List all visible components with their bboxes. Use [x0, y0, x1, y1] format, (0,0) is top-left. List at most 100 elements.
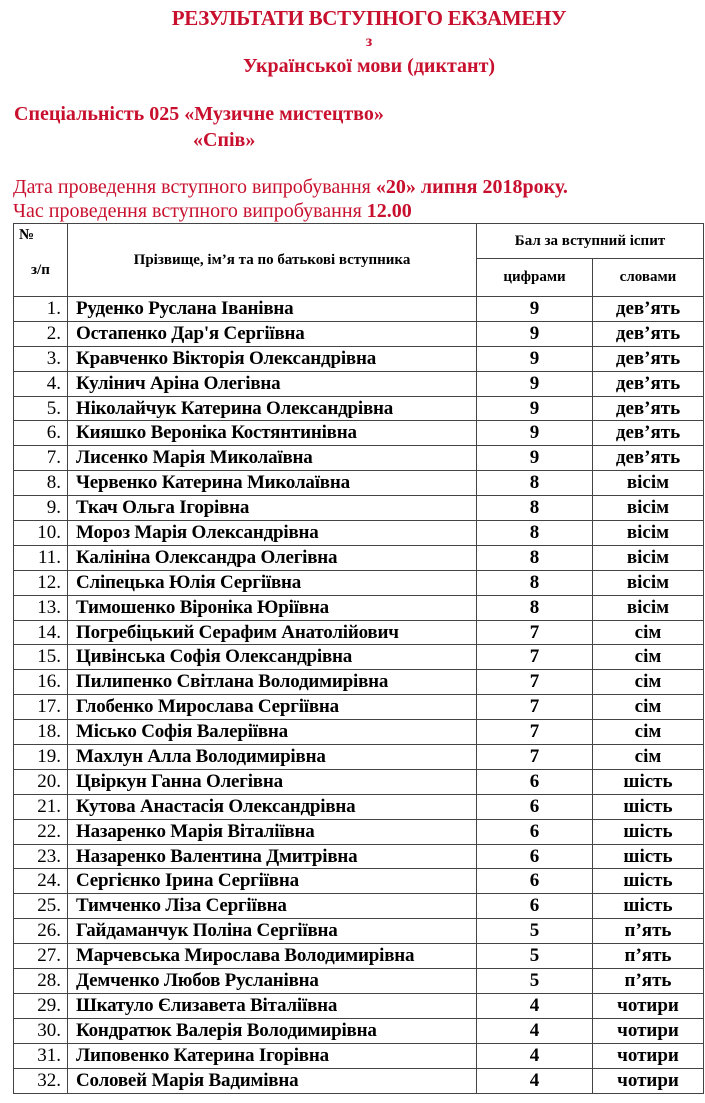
applicant-name: Мороз Марія Олександрівна	[67, 520, 477, 546]
applicant-name: Кияшко Вероніка Костянтинівна	[67, 420, 477, 447]
score-digits: 5	[476, 943, 593, 970]
applicant-name: Місько Софія Валеріївна	[67, 719, 477, 746]
time-label: Час проведення вступного випробування	[13, 200, 362, 222]
applicant-name: Погребіцький Серафим Анатолійович	[67, 619, 477, 646]
score-words: чотири	[592, 1042, 704, 1069]
score-digits: 8	[476, 520, 593, 546]
row-number: 22.	[13, 818, 68, 845]
specialization: «Спів»	[193, 129, 256, 151]
title-preposition: з	[365, 33, 373, 50]
applicant-name: Сліпецька Юлія Сергіївна	[67, 569, 477, 596]
score-words: дев’ять	[592, 320, 704, 347]
score-digits: 9	[476, 370, 593, 397]
time-value: 12.00	[366, 200, 412, 222]
table-row: 12. Сліпецька Юлія Сергіївна 8 вісім	[13, 569, 704, 596]
table-row: 8. Червенко Катерина Миколаївна 8 вісім	[13, 470, 704, 497]
row-number: 25.	[13, 893, 68, 920]
score-digits: 7	[476, 694, 593, 721]
row-number: 1.	[13, 296, 68, 322]
score-words: сім	[592, 719, 704, 746]
score-digits: 4	[476, 992, 593, 1019]
header-words: словами	[592, 258, 704, 297]
score-words: п’ять	[592, 918, 704, 945]
date-value: «20» липня 2018року.	[375, 176, 568, 198]
score-words: чотири	[592, 1017, 704, 1044]
row-number: 18.	[13, 719, 68, 746]
applicant-name: Соловей Марія Вадимівна	[67, 1067, 477, 1094]
table-row: 3. Кравченко Вікторія Олександрівна 9 дев’я…	[13, 345, 704, 372]
row-number: 24.	[13, 868, 68, 895]
score-digits: 7	[476, 619, 593, 646]
header-number-symbol: №	[19, 227, 35, 243]
score-words: дев’ять	[592, 420, 704, 447]
score-words: дев’ять	[592, 445, 704, 472]
table-row: 17. Глобенко Мирослава Сергіївна 7 сім	[13, 694, 704, 721]
table-row: 7. Лисенко Марія Миколаївна 9 дев’ять	[13, 445, 704, 472]
score-words: сім	[592, 744, 704, 770]
score-words: сім	[592, 669, 704, 696]
document-title: РЕЗУЛЬТАТИ ВСТУПНОГО ЕКЗАМЕНУ	[171, 6, 567, 30]
applicant-name: Кулінич Аріна Олегівна	[67, 370, 477, 397]
table-row: 5. Ніколайчук Катерина Олександрівна 9 дев’…	[13, 395, 704, 422]
exam-date: Дата проведення вступного випробування «…	[13, 176, 568, 199]
score-digits: 7	[476, 644, 593, 671]
results-table: № з/п Прізвище, ім’я та по батькові всту…	[13, 222, 704, 1094]
table-row: 18. Місько Софія Валеріївна 7 сім	[13, 719, 704, 746]
score-digits: 9	[476, 395, 593, 422]
row-number: 13.	[13, 594, 68, 621]
score-digits: 4	[476, 1017, 593, 1044]
score-words: шість	[592, 818, 704, 845]
header-score: Бал за вступний іспит	[476, 222, 704, 260]
applicant-name: Сергієнко Ірина Сергіївна	[67, 868, 477, 895]
score-digits: 5	[476, 968, 593, 994]
row-number: 8.	[13, 470, 68, 497]
row-number: 21.	[13, 793, 68, 820]
row-number: 26.	[13, 918, 68, 945]
score-digits: 8	[476, 594, 593, 621]
applicant-name: Кравченко Вікторія Олександрівна	[67, 345, 477, 372]
score-words: сім	[592, 619, 704, 646]
score-words: шість	[592, 793, 704, 820]
applicant-name: Махлун Алла Володимирівна	[67, 744, 477, 770]
score-words: вісім	[592, 569, 704, 596]
row-number: 10.	[13, 520, 68, 546]
row-number: 17.	[13, 694, 68, 721]
applicant-name: Назаренко Валентина Дмитрівна	[67, 843, 477, 870]
row-number: 20.	[13, 768, 68, 795]
table-row: 15. Цивінська Софія Олександрівна 7 сім	[13, 644, 704, 671]
applicant-name: Липовенко Катерина Ігорівна	[67, 1042, 477, 1069]
applicant-name: Червенко Катерина Миколаївна	[67, 470, 477, 497]
score-words: п’ять	[592, 968, 704, 994]
table-row: 25. Тимченко Ліза Сергіївна 6 шість	[13, 893, 704, 920]
score-digits: 7	[476, 719, 593, 746]
row-number: 16.	[13, 669, 68, 696]
applicant-name: Тимошенко Віроніка Юріївна	[67, 594, 477, 621]
applicant-name: Калініна Олександра Олегівна	[67, 544, 477, 571]
row-number: 15.	[13, 644, 68, 671]
table-row: 16. Пилипенко Світлана Володимирівна 7 сім	[13, 669, 704, 696]
score-digits: 8	[476, 470, 593, 497]
applicant-name: Назаренко Марія Віталіївна	[67, 818, 477, 845]
score-words: вісім	[592, 470, 704, 497]
score-digits: 9	[476, 296, 593, 322]
score-words: дев’ять	[592, 296, 704, 322]
table-row: 27. Марчевська Мирослава Володимирівна 5 п’…	[13, 943, 704, 970]
row-number: 12.	[13, 569, 68, 596]
row-number: 32.	[13, 1067, 68, 1094]
row-number: 2.	[13, 320, 68, 347]
row-number: 11.	[13, 544, 68, 571]
score-digits: 6	[476, 868, 593, 895]
row-number: 7.	[13, 445, 68, 472]
score-digits: 7	[476, 744, 593, 770]
table-row: 9. Ткач Ольга Ігорівна 8 вісім	[13, 495, 704, 522]
table-row: 26. Гайдаманчук Поліна Сергіївна 5 п’ять	[13, 918, 704, 945]
table-row: 28. Демченко Любов Русланівна 5 п’ять	[13, 968, 704, 994]
score-digits: 4	[476, 1067, 593, 1094]
score-digits: 9	[476, 420, 593, 447]
table-row: 24. Сергієнко Ірина Сергіївна 6 шість	[13, 868, 704, 895]
score-digits: 6	[476, 893, 593, 920]
row-number: 3.	[13, 345, 68, 372]
applicant-name: Остапенко Дар'я Сергіївна	[67, 320, 477, 347]
row-number: 31.	[13, 1042, 68, 1069]
score-digits: 5	[476, 918, 593, 945]
